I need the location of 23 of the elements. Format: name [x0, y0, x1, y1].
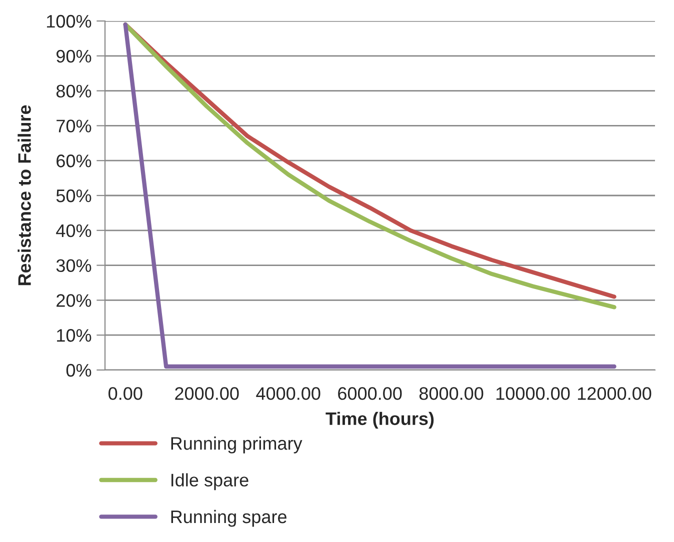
y-tick-label: 0%	[66, 364, 92, 377]
x-tick-label: 2000.00	[175, 387, 239, 400]
legend-label: Idle spare	[172, 473, 248, 490]
x-tick-label: 6000.00	[338, 387, 402, 400]
x-tick-label: 0.00	[108, 387, 142, 400]
y-tick-label: 60%	[56, 154, 92, 168]
x-tick-label: 10000.00	[496, 387, 570, 400]
y-tick-label: 20%	[56, 294, 92, 307]
y-tick-label: 40%	[56, 224, 92, 238]
y-tick-label: 100%	[47, 14, 92, 28]
x-tick-label: 4000.00	[256, 387, 320, 400]
y-tick-label: 10%	[57, 329, 92, 342]
x-tick-label: 12000.00	[578, 387, 652, 400]
y-tick-label: 90%	[56, 50, 92, 63]
y-tick-label: 70%	[56, 120, 92, 132]
y-tick-label: 50%	[56, 189, 92, 202]
y-tick-label: 30%	[56, 259, 92, 272]
y-tick-label: 80%	[56, 84, 92, 98]
x-tick-label: 8000.00	[419, 387, 484, 400]
x-axis-title: Time (hours)	[326, 412, 434, 429]
legend-label: Running primary	[171, 436, 302, 454]
legend-label: Running spare	[171, 510, 286, 527]
y-axis-title: Resistance to Failure	[18, 105, 31, 286]
